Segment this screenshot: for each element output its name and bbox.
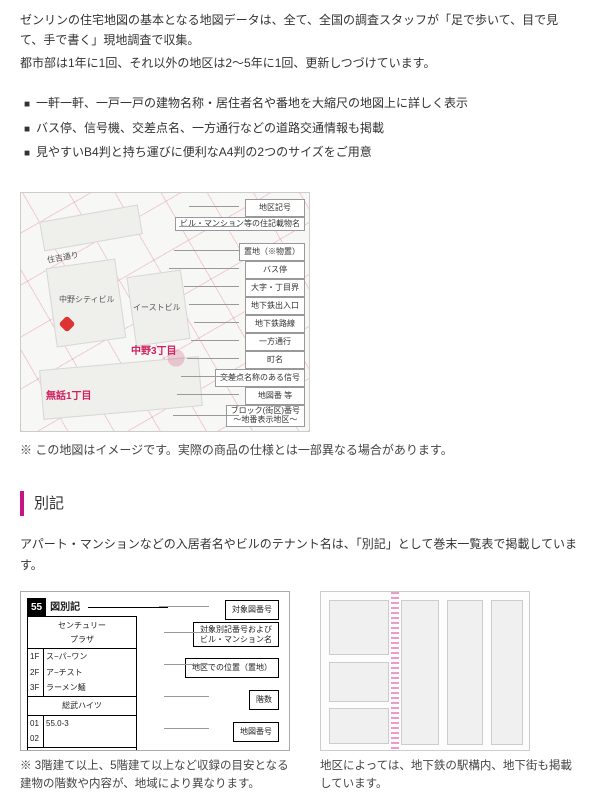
underground-figure: [320, 591, 530, 751]
legend-item: 地下鉄路線: [245, 315, 305, 333]
underground-caption: 地区によっては、地下鉄の駅構内、地下街も掲載しています。: [320, 757, 581, 794]
legend-item: 一方通行: [245, 333, 305, 351]
intro-line-1: ゼンリンの住宅地図の基本となる地図データは、全て、全国の調査スタッフが「足で歩い…: [20, 10, 581, 51]
legend-item: 町名: [245, 351, 305, 369]
bekki-figure-title: 図別記: [50, 599, 80, 616]
underground-column: 地区によっては、地下鉄の駅構内、地下街も掲載しています。: [320, 591, 581, 794]
legend-item: ビル・マンション等の住記載物名: [175, 217, 305, 231]
map-sample-figure: 住吉通り 中野シティビル イーストビル 中野3丁目 無話1丁目 地区記号 ビル・…: [20, 192, 310, 432]
bekki-callout: 対象図番号: [225, 600, 279, 620]
area-label: 中野3丁目: [131, 343, 177, 360]
building-label: イーストビル: [133, 301, 181, 315]
bekki-description: アパート・マンションなどの入居者名やビルのテナント名は、「別記」として巻末一覧表…: [20, 534, 581, 575]
intro-line-2: 都市部は1年に1回、それ以外の地区は2〜5年に1回、更新しつづけています。: [20, 53, 581, 73]
section-header-bekki: 別記: [20, 491, 581, 517]
legend-item: 地図番 等: [245, 387, 305, 405]
feature-item: バス停、信号機、交差点名、一方通行などの道路交通情報も掲載: [24, 118, 581, 138]
bekki-callout: 対象別記番号およびビル・マンション名: [193, 622, 279, 647]
feature-list: 一軒一軒、一戸一戸の建物名称・居住者名や番地を大縮尺の地図上に詳しく表示 バス停…: [20, 93, 581, 162]
feature-item: 一軒一軒、一戸一戸の建物名称・居住者名や番地を大縮尺の地図上に詳しく表示: [24, 93, 581, 113]
bekki-building-name: センチュリー プラザ: [28, 617, 136, 649]
legend-item: 交差点名称のある信号: [215, 369, 305, 387]
feature-item: 見やすいB4判と持ち運びに便利なA4判の2つのサイズをご用意: [24, 142, 581, 162]
legend-item: 地下鉄出入口: [245, 297, 305, 315]
map-caption: ※ この地図はイメージです。実際の商品の仕様とは一部異なる場合があります。: [20, 440, 581, 460]
area-label: 無話1丁目: [46, 388, 92, 405]
building-label: 中野シティビル: [59, 293, 115, 307]
bekki-page-number: 55: [27, 598, 46, 617]
bekki-callout: 地図番号: [233, 722, 279, 742]
legend-item: 地区記号: [245, 199, 305, 217]
bekki-column: 55 図別記 センチュリー プラザ 1Fス−パ−ワン 2Fア−チスト 3Fラーメ…: [20, 591, 290, 794]
bekki-figure: 55 図別記 センチュリー プラザ 1Fス−パ−ワン 2Fア−チスト 3Fラーメ…: [20, 591, 290, 751]
bekki-caption: ※ 3階建て以上、5階建て以上など収録の目安となる建物の階数や内容が、地域により…: [20, 757, 290, 794]
legend-item: バス停: [245, 261, 305, 279]
legend-item: 大字・丁目界: [245, 279, 305, 297]
legend-item: 置地（※物置）: [239, 243, 305, 261]
intro-text: ゼンリンの住宅地図の基本となる地図データは、全て、全国の調査スタッフが「足で歩い…: [20, 10, 581, 73]
bekki-callout: 地区での位置（置地）: [185, 658, 279, 678]
